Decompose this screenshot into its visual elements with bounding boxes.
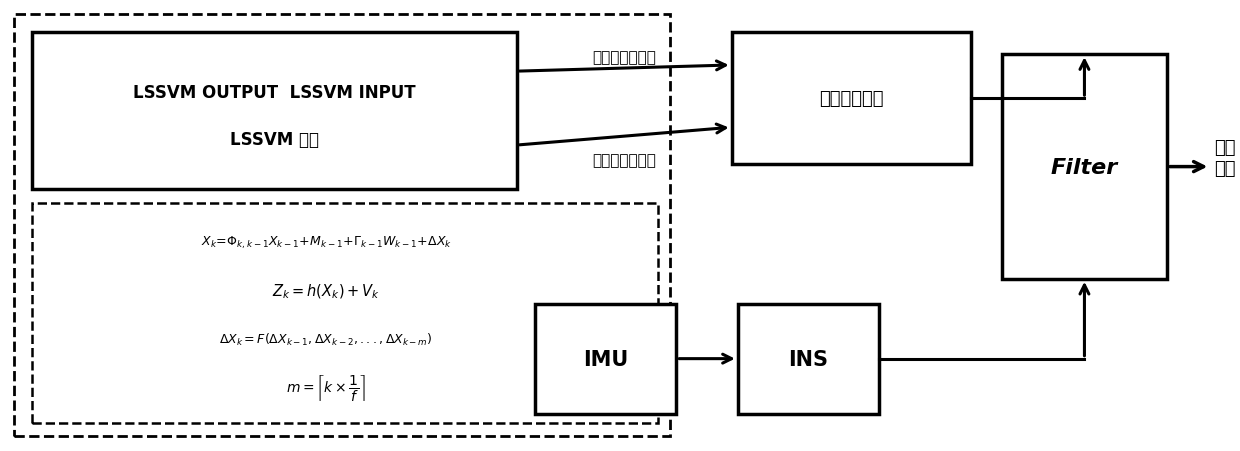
Text: LSSVM OUTPUT  LSSVM INPUT: LSSVM OUTPUT LSSVM INPUT	[133, 83, 415, 101]
Bar	[14, 15, 671, 436]
Text: IMU: IMU	[583, 349, 629, 369]
Text: 训练、预测位置: 训练、预测位置	[593, 152, 656, 167]
Bar	[32, 33, 517, 189]
Bar	[32, 203, 658, 423]
Text: $X_k\!=\!\Phi_{k,k-1}X_{k-1}\!+\!M_{k-1}\!+\!\Gamma_{k-1}W_{k-1}\!+\!\Delta X_k$: $X_k\!=\!\Phi_{k,k-1}X_{k-1}\!+\!M_{k-1}…	[201, 235, 451, 251]
Text: $m=\left\lceil k\times\dfrac{1}{f}\right\rceil$: $m=\left\lceil k\times\dfrac{1}{f}\right…	[286, 373, 366, 403]
Text: 动态模型偏差: 动态模型偏差	[818, 90, 884, 108]
Text: $Z_k=h(X_k)+V_k$: $Z_k=h(X_k)+V_k$	[273, 282, 381, 300]
Bar	[1002, 55, 1167, 279]
Text: 速度
位置: 速度 位置	[1214, 139, 1235, 178]
Text: 训练、预测速度: 训练、预测速度	[593, 51, 656, 65]
Text: LSSVM 训练: LSSVM 训练	[229, 130, 319, 148]
Text: INS: INS	[789, 349, 828, 369]
Bar	[738, 304, 879, 414]
Bar	[732, 33, 971, 165]
Text: $\Delta X_k=F(\Delta X_{k-1},\Delta X_{k-2},...,\Delta X_{k-m})$: $\Delta X_k=F(\Delta X_{k-1},\Delta X_{k…	[219, 331, 433, 347]
Bar	[536, 304, 676, 414]
Text: Filter: Filter	[1050, 157, 1118, 177]
